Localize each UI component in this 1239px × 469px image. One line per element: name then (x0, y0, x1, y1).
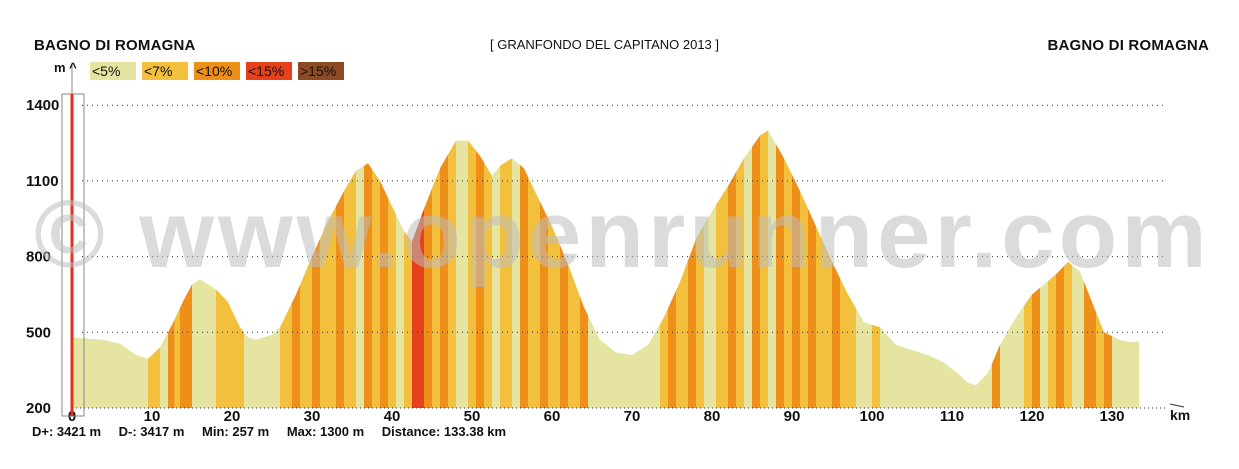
legend-grade-lt15: <15% (246, 62, 292, 80)
grade-band (468, 130, 477, 408)
grade-band (500, 130, 513, 408)
grade-band (696, 130, 705, 408)
x-tick-label: 30 (304, 408, 321, 425)
stat-min: Min: 257 m (202, 424, 270, 439)
grade-band (356, 130, 365, 408)
grade-legend: <5% <7% <10% <15% >15% (90, 62, 344, 80)
grade-band (448, 130, 457, 408)
stat-d-minus: D-: 3417 m (118, 424, 185, 439)
grade-band (808, 130, 817, 408)
grade-band (528, 130, 541, 408)
y-axis-label: m ^ (54, 60, 77, 75)
legend-grade-lt7: <7% (142, 62, 188, 80)
grade-band (440, 130, 449, 408)
x-tick-label: 20 (224, 408, 241, 425)
grade-band (380, 130, 389, 408)
x-tick-label: 110 (940, 408, 964, 425)
x-tick-label: 60 (544, 408, 561, 425)
grade-band (432, 130, 441, 408)
grade-band (792, 130, 801, 408)
x-tick-label: 130 (1099, 408, 1124, 425)
grade-band (520, 130, 529, 408)
stat-d-plus: D+: 3421 m (32, 424, 102, 439)
x-tick-label: 80 (704, 408, 721, 425)
grade-band (560, 130, 569, 408)
grade-band (424, 130, 433, 408)
start-location: BAGNO DI ROMAGNA (34, 37, 196, 54)
grade-band (512, 130, 521, 408)
grade-band (372, 130, 381, 408)
route-stats: D+: 3421 m D-: 3417 m Min: 257 m Max: 13… (32, 424, 520, 439)
grade-band (336, 130, 345, 408)
grade-band (752, 130, 761, 408)
end-location: BAGNO DI ROMAGNA (1047, 37, 1209, 54)
y-tick-label: 800 (26, 249, 51, 266)
grade-band (312, 130, 321, 408)
y-tick-label: 200 (26, 400, 51, 417)
grade-band (492, 130, 501, 408)
x-axis-arrow (1169, 403, 1185, 408)
x-tick-label: 40 (384, 408, 401, 425)
grade-band (388, 130, 397, 408)
grade-band (456, 130, 469, 408)
grade-band (728, 130, 737, 408)
grade-band (800, 130, 809, 408)
grade-band (404, 130, 413, 408)
x-tick-label: 100 (859, 408, 884, 425)
position-cursor[interactable] (61, 93, 85, 417)
grade-band (476, 130, 485, 408)
grade-band (784, 130, 793, 408)
x-axis-label: km (1170, 407, 1190, 423)
grade-band (540, 130, 549, 408)
y-tick-label: 1400 (26, 97, 59, 114)
x-tick-label: 10 (144, 408, 161, 425)
watermark: © www.openrunner.com (34, 181, 1211, 288)
legend-grade-gt15: >15% (298, 62, 344, 80)
legend-grade-lt10: <10% (194, 62, 240, 80)
x-tick-label: 90 (784, 408, 801, 425)
x-tick-label: 70 (624, 408, 641, 425)
grade-band (688, 130, 697, 408)
grade-band (396, 130, 405, 408)
stat-distance: Distance: 133.38 km (381, 424, 507, 439)
grade-band (776, 130, 785, 408)
legend-grade-lt5: <5% (90, 62, 136, 80)
stat-max: Max: 1300 m (286, 424, 365, 439)
x-tick-label: 120 (1019, 408, 1044, 425)
grade-band (1064, 130, 1073, 408)
grade-band (736, 130, 745, 408)
grid-lines (82, 104, 1165, 333)
x-tick-label: 50 (464, 408, 481, 425)
grade-band (484, 130, 493, 408)
grade-band (760, 130, 769, 408)
y-tick-label: 500 (26, 324, 51, 341)
route-title: [ GRANFONDO DEL CAPITANO 2013 ] (490, 37, 719, 52)
grade-band (344, 130, 357, 408)
grade-band (364, 130, 373, 408)
grade-band (768, 130, 777, 408)
grade-band (744, 130, 753, 408)
y-tick-label: 1100 (26, 173, 59, 190)
